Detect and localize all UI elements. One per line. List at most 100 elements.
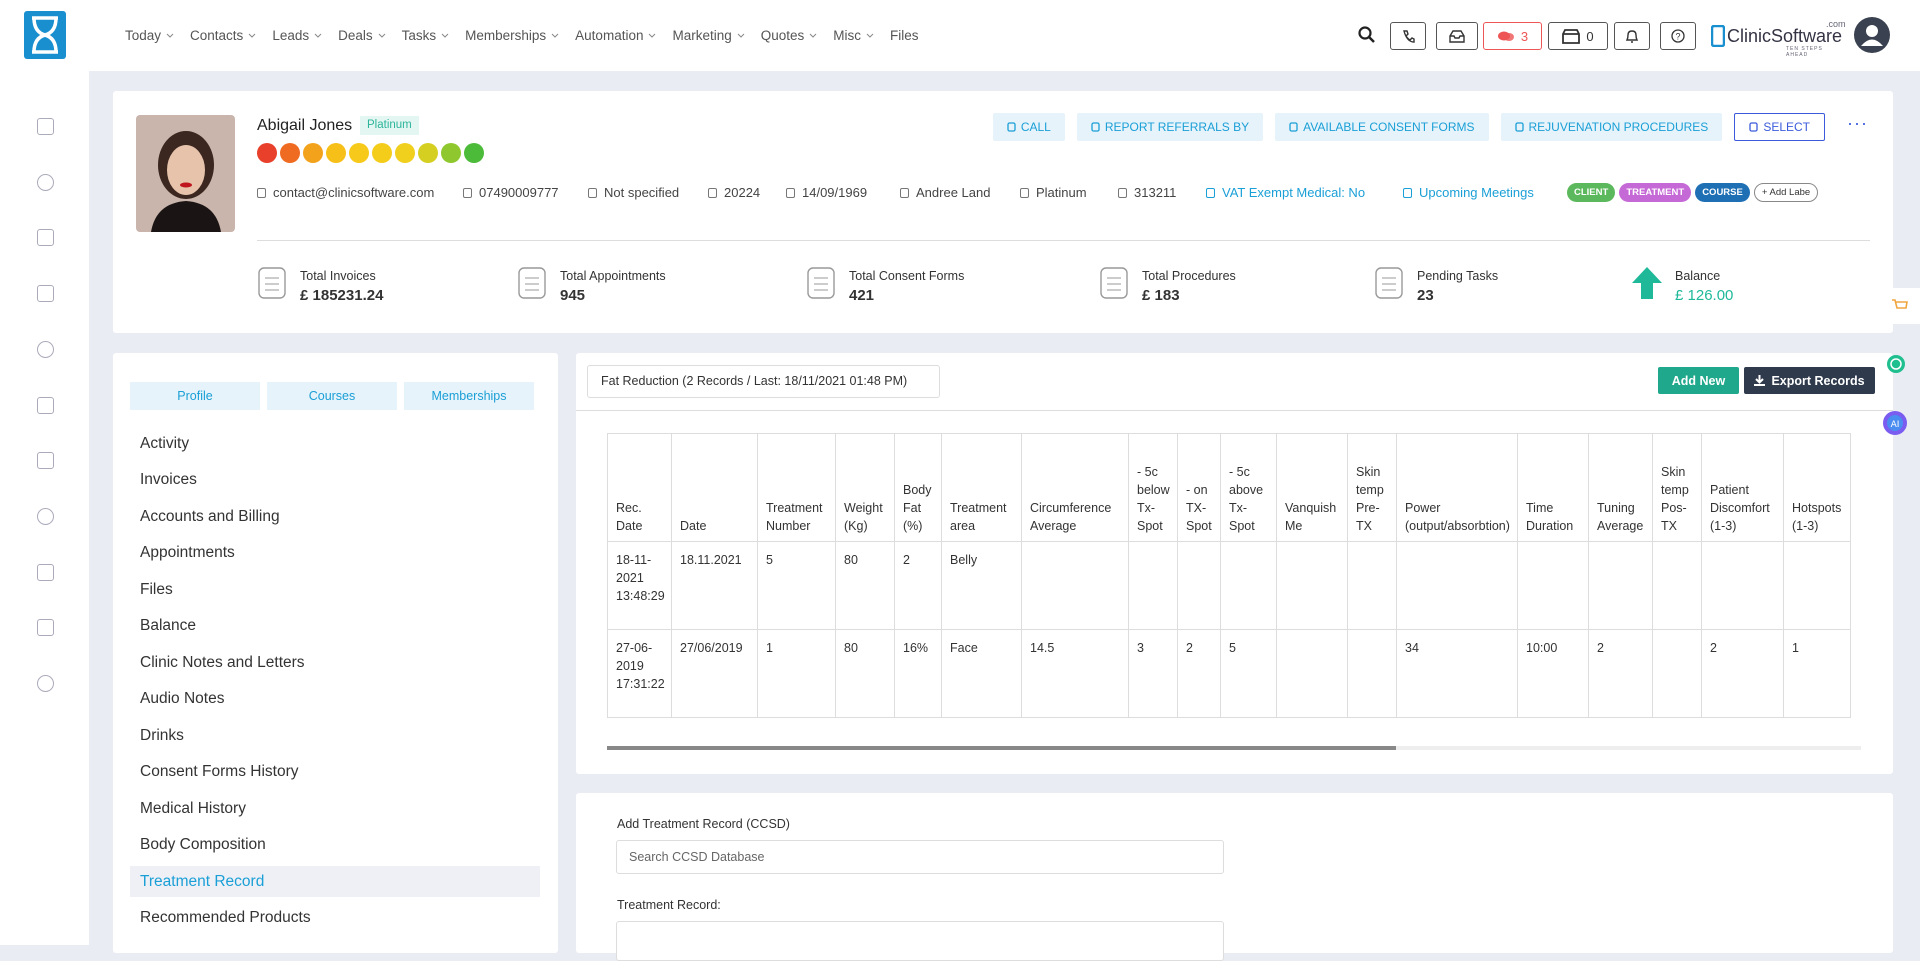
nav-item[interactable]: Deals [338, 28, 386, 43]
nav-item[interactable]: Files [890, 28, 919, 43]
action-button[interactable]: REJUVENATION PROCEDURES [1500, 113, 1723, 141]
menu-item[interactable]: Clinic Notes and Letters [140, 653, 305, 671]
column-header[interactable]: Time Duration [1517, 433, 1589, 542]
face[interactable] [257, 143, 277, 163]
search-icon[interactable] [1358, 26, 1376, 44]
export-button[interactable]: Export Records [1744, 367, 1875, 394]
add-label[interactable]: + Add Labe [1753, 183, 1819, 202]
nav-item[interactable]: Quotes [761, 28, 818, 43]
sidebar-icon[interactable] [37, 229, 54, 247]
tag[interactable]: COURSE [1695, 183, 1750, 202]
nav-item[interactable]: Automation [575, 28, 656, 43]
detail-link[interactable]: VAT Exempt Medical: No [1206, 185, 1365, 200]
whatsapp-float[interactable] [1886, 354, 1906, 374]
logo[interactable] [22, 10, 68, 60]
cart-float[interactable] [1880, 288, 1920, 324]
column-header[interactable]: Vanquish Me [1276, 433, 1348, 542]
more-button[interactable]: ··· [1847, 113, 1868, 133]
sidebar-icon[interactable] [37, 619, 54, 637]
scrollbar-thumb[interactable] [607, 746, 1396, 750]
sidebar-icon[interactable] [37, 507, 54, 525]
column-header[interactable]: Power (output/absorbtion) [1396, 433, 1518, 542]
column-header[interactable]: Treatment area [941, 433, 1022, 542]
face[interactable] [418, 143, 438, 163]
face[interactable] [441, 143, 461, 163]
menu-item[interactable]: Accounts and Billing [140, 507, 280, 525]
menu-item[interactable]: Recommended Products [140, 909, 311, 926]
nav-item[interactable]: Misc [833, 28, 874, 43]
ccsd-search[interactable]: Search CCSD Database [616, 840, 1224, 874]
action-button[interactable]: AVAILABLE CONSENT FORMS [1275, 113, 1489, 141]
face[interactable] [464, 143, 484, 163]
column-header[interactable]: - on TX-Spot [1177, 433, 1221, 542]
column-header[interactable]: - 5c below Tx-Spot [1128, 433, 1178, 542]
nav-item[interactable]: Marketing [672, 28, 745, 43]
tab[interactable]: Courses [267, 382, 397, 410]
sidebar-icon[interactable] [37, 675, 54, 692]
sidebar-icon[interactable] [37, 118, 54, 135]
nav-item[interactable]: Today [125, 28, 174, 43]
face[interactable] [303, 143, 323, 163]
menu-item[interactable]: Medical History [140, 799, 246, 817]
nav-item[interactable]: Tasks [402, 28, 450, 43]
scrollbar-track[interactable] [607, 746, 1861, 750]
sidebar-icon[interactable] [37, 452, 54, 470]
help-button[interactable]: ? [1660, 22, 1696, 50]
nav-item[interactable]: Leads [272, 28, 322, 43]
store-button[interactable]: 0 [1548, 22, 1608, 50]
menu-item[interactable]: Appointments [140, 544, 235, 561]
record-input[interactable] [616, 921, 1224, 961]
cell: Face [941, 629, 1022, 718]
detail-link[interactable]: Upcoming Meetings [1403, 185, 1534, 200]
column-header[interactable]: Skin temp Pos-TX [1652, 433, 1702, 542]
menu-item[interactable]: Balance [140, 617, 197, 634]
column-header[interactable]: Skin temp Pre-TX [1347, 433, 1397, 542]
menu-item[interactable]: Invoices [140, 471, 197, 488]
action-button[interactable]: CALL [992, 113, 1065, 141]
nav-item[interactable]: Contacts [190, 28, 256, 43]
face[interactable] [395, 143, 415, 163]
menu-item[interactable]: Audio Notes [140, 690, 225, 707]
tab[interactable]: Memberships [404, 382, 534, 410]
action-button[interactable]: SELECT [1734, 113, 1825, 141]
face[interactable] [372, 143, 392, 163]
sidebar-icon[interactable] [37, 340, 54, 358]
column-header[interactable]: Patient Discomfort (1-3) [1701, 433, 1784, 542]
user-avatar[interactable] [1854, 17, 1890, 53]
tag[interactable]: CLIENT [1567, 183, 1616, 202]
menu-item[interactable]: Drinks [140, 726, 184, 744]
notifications-button[interactable] [1614, 22, 1650, 50]
column-header[interactable]: Circumference Average [1021, 433, 1129, 542]
messages-button[interactable]: 3 [1483, 22, 1542, 50]
column-header[interactable]: Hotspots (1-3) [1783, 433, 1851, 542]
sidebar-icon[interactable] [37, 173, 54, 191]
records-title[interactable]: Fat Reduction (2 Records / Last: 18/11/2… [587, 365, 940, 398]
face[interactable] [326, 143, 346, 163]
menu-item[interactable]: Body Composition [140, 836, 266, 853]
column-header[interactable]: Weight (Kg) [835, 433, 895, 542]
column-header[interactable]: Tuning Average [1588, 433, 1653, 542]
column-header[interactable]: Body Fat (%) [894, 433, 942, 542]
sidebar-icon[interactable] [37, 396, 54, 414]
menu-item[interactable]: Consent Forms History [140, 763, 299, 780]
menu-item[interactable]: Files [140, 580, 173, 598]
column-header[interactable]: Date [671, 433, 758, 542]
nav-item[interactable]: Memberships [465, 28, 559, 43]
column-header[interactable]: Rec. Date [607, 433, 672, 542]
sidebar-icon[interactable] [37, 563, 54, 581]
satisfaction-scale[interactable] [257, 143, 487, 168]
menu-item[interactable]: Activity [140, 434, 190, 452]
ai-float[interactable]: AI [1882, 410, 1908, 436]
sidebar-icon[interactable] [37, 285, 54, 303]
phone-button[interactable] [1390, 22, 1426, 50]
menu-item[interactable]: Treatment Record [130, 866, 540, 897]
add-new-button[interactable]: Add New [1658, 367, 1739, 394]
column-header[interactable]: Treatment Number [757, 433, 836, 542]
face[interactable] [349, 143, 369, 163]
tab[interactable]: Profile [130, 382, 260, 410]
face[interactable] [280, 143, 300, 163]
action-button[interactable]: REPORT REFERRALS BY [1076, 113, 1264, 141]
column-header[interactable]: - 5c above Tx-Spot [1220, 433, 1277, 542]
inbox-button[interactable] [1436, 22, 1478, 50]
tag[interactable]: TREATMENT [1619, 183, 1692, 202]
